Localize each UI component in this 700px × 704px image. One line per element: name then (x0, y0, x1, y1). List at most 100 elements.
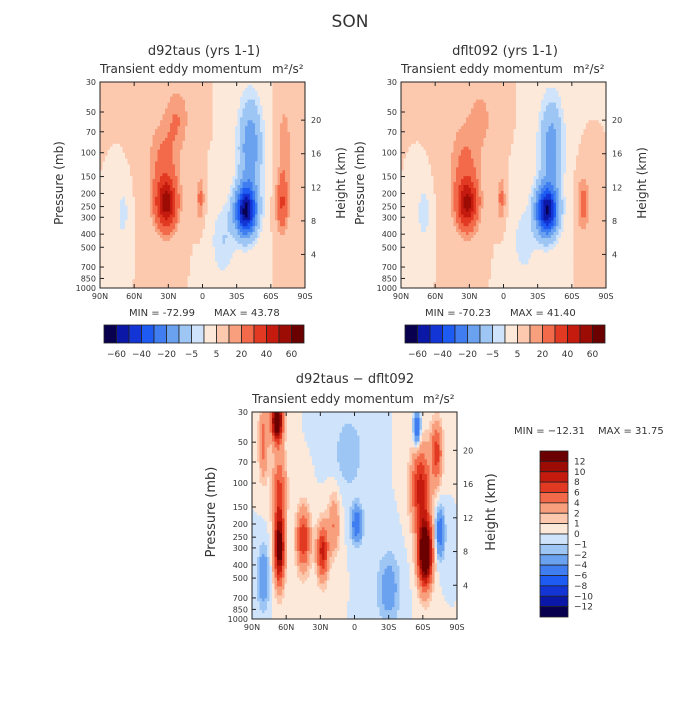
contour-cell (142, 185, 146, 189)
contour-cell (300, 108, 303, 112)
contour-cell (220, 208, 223, 212)
contour-cell (165, 258, 168, 262)
contour-cell (155, 82, 158, 86)
contour-cell (165, 190, 168, 195)
contour-cell (127, 252, 131, 257)
contour-cell (285, 185, 288, 189)
contour-cell (212, 190, 216, 195)
contour-cell (185, 111, 188, 115)
contour-cell (187, 93, 191, 98)
contour-cell (232, 99, 236, 103)
contour-cell (140, 126, 143, 130)
contour-cell (162, 96, 166, 101)
contour-cell (195, 84, 198, 89)
contour-cell (247, 255, 251, 259)
contour-cell (170, 208, 173, 212)
contour-cell (210, 99, 213, 103)
contour-cell (190, 140, 193, 145)
contour-cell (250, 129, 253, 133)
contour-cell (132, 140, 136, 145)
contour-cell (182, 255, 186, 259)
contour-cell (207, 155, 211, 159)
contour-cell (147, 223, 151, 227)
contour-cell (255, 173, 258, 177)
contour-cell (282, 87, 286, 92)
contour-cell (220, 149, 223, 154)
contour-cell (270, 211, 273, 215)
contour-cell (145, 243, 148, 248)
contour-cell (125, 217, 128, 221)
contour-cell (105, 132, 108, 136)
contour-cell (270, 134, 273, 139)
contour-cell (195, 155, 198, 159)
contour-cell (105, 220, 108, 224)
contour-cell (115, 126, 118, 130)
contour-cell (167, 96, 171, 101)
contour-cell (280, 84, 283, 89)
contour-cell (292, 211, 296, 215)
contour-cell (130, 226, 133, 230)
contour-cell (227, 235, 231, 239)
contour-cell (162, 164, 166, 168)
contour-cell (142, 149, 146, 154)
contour-cell (147, 252, 151, 257)
contour-cell (122, 87, 126, 92)
contour-cell (237, 129, 241, 133)
contour-cell (127, 111, 131, 115)
contour-cell (210, 235, 213, 239)
contour-cell (125, 105, 128, 109)
contour-cell (170, 193, 173, 198)
contour-cell (260, 193, 263, 198)
contour-cell (215, 82, 218, 86)
contour-cell (270, 158, 273, 162)
contour-cell (152, 105, 156, 109)
contour-cell (152, 220, 156, 224)
contour-cell (110, 120, 113, 124)
contour-cell (135, 158, 138, 162)
contour-cell (252, 243, 256, 248)
contour-cell (265, 158, 268, 162)
contour-cell (130, 240, 133, 245)
contour-cell (155, 99, 158, 103)
contour-cell (287, 82, 291, 86)
contour-cell (147, 120, 151, 124)
contour-cell (245, 217, 248, 221)
contour-cell (175, 185, 178, 189)
contour-cell (217, 232, 221, 236)
contour-cell (225, 87, 228, 92)
contour-cell (190, 249, 193, 254)
contour-cell (112, 164, 116, 168)
contour-cell (242, 111, 246, 115)
contour-cell (175, 108, 178, 112)
contour-cell (290, 152, 293, 156)
contour-cell (255, 223, 258, 227)
contour-cell (125, 132, 128, 136)
contour-cell (202, 240, 206, 245)
contour-cell (112, 223, 116, 227)
contour-cell (102, 190, 106, 195)
contour-cell (242, 96, 246, 101)
contour-cell (297, 96, 301, 101)
contour-cell (152, 170, 156, 174)
contour-cell (182, 108, 186, 112)
contour-cell (245, 246, 248, 251)
contour-cell (162, 82, 166, 86)
contour-cell (202, 114, 206, 118)
contour-cell (282, 102, 286, 106)
contour-cell (270, 202, 273, 206)
contour-cell (227, 176, 231, 180)
contour-cell (237, 255, 241, 259)
contour-cell (255, 190, 258, 195)
contour-cell (242, 170, 246, 174)
contour-cell (172, 258, 176, 262)
contour-cell (162, 246, 166, 251)
contour-cell (260, 167, 263, 171)
contour-cell (295, 111, 298, 115)
contour-cell (192, 179, 196, 183)
contour-cell (100, 146, 103, 151)
contour-cell (157, 90, 161, 95)
contour-cell (222, 214, 226, 218)
contour-cell (150, 143, 153, 148)
contour-cell (227, 190, 231, 195)
contour-cell (290, 235, 293, 239)
